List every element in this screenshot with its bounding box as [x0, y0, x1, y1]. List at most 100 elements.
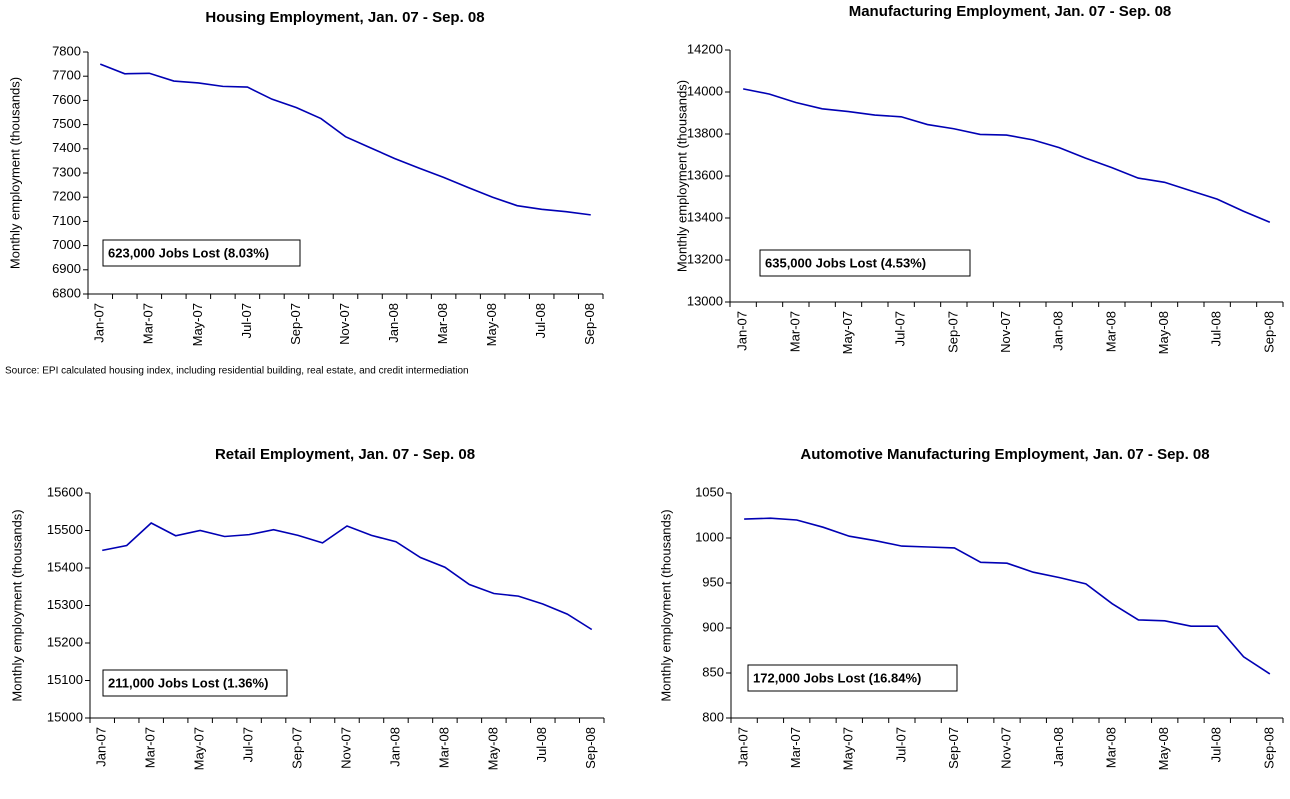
y-tick-label: 800: [702, 709, 724, 724]
chart-title: Retail Employment, Jan. 07 - Sep. 08: [215, 446, 475, 463]
annotation-box: [747, 664, 958, 692]
annotation: 211,000 Jobs Lost (1.36%): [108, 675, 268, 690]
x-tick-label: Jan-07: [92, 303, 107, 343]
y-tick-label: 15500: [47, 522, 83, 537]
chart: Retail Employment, Jan. 07 - Sep. 08 Mont…: [9, 446, 605, 770]
y-tick-label: 850: [702, 664, 724, 679]
x-tick-label: Sep-08: [583, 727, 598, 769]
x-tick-label: Jan-07: [94, 727, 109, 767]
x-tick-label: Jul-07: [893, 311, 908, 346]
chart: Automotive Manufacturing Employment, Jan…: [658, 446, 1284, 770]
x-tick-label: Jul-07: [241, 727, 256, 762]
y-tick-label: 1050: [695, 484, 724, 499]
data-line: [744, 517, 1271, 675]
x-tick-label: Jul-08: [1209, 727, 1224, 762]
data-line: [99, 63, 591, 216]
x-tick-label: May-07: [841, 727, 856, 770]
y-tick-label: 15100: [47, 672, 83, 687]
y-tick-label: 7100: [52, 213, 81, 228]
y-tick-label: 1000: [695, 529, 724, 544]
x-tick-label: Sep-07: [289, 727, 304, 769]
chart: Manufacturing Employment, Jan. 07 - Sep.…: [674, 3, 1284, 354]
x-tick-label: Jul-07: [239, 303, 254, 338]
x-tick-label: Mar-07: [788, 727, 803, 768]
y-axis-label: Monthly employment (thousands): [674, 80, 689, 272]
y-tick-label: 7200: [52, 189, 81, 204]
y-tick-label: 15200: [47, 634, 83, 649]
x-tick-label: Sep-08: [1261, 727, 1276, 769]
x-tick-label: May-07: [840, 311, 855, 354]
x-tick-label: Mar-07: [787, 311, 802, 352]
x-tick-label: Sep-07: [946, 727, 961, 769]
annotation: 635,000 Jobs Lost (4.53%): [765, 255, 926, 270]
x-tick-label: Sep-08: [1261, 311, 1276, 353]
chart-title: Manufacturing Employment, Jan. 07 - Sep.…: [849, 3, 1172, 20]
annotation: 623,000 Jobs Lost (8.03%): [108, 245, 269, 260]
x-tick-label: Jul-07: [893, 727, 908, 762]
y-axis-label: Monthly employment (thousands): [7, 77, 22, 269]
y-tick-label: 7800: [52, 43, 81, 58]
x-tick-label: Nov-07: [338, 727, 353, 769]
y-tick-label: 6800: [52, 285, 81, 300]
x-tick-label: Sep-07: [288, 303, 303, 345]
x-tick-label: Mar-08: [1104, 727, 1119, 768]
x-tick-label: Mar-07: [143, 727, 158, 768]
y-tick-label: 13400: [687, 209, 723, 224]
x-tick-label: Jan-07: [735, 311, 750, 351]
y-tick-label: 14200: [687, 41, 723, 56]
x-tick-label: May-07: [190, 303, 205, 346]
x-tick-label: Mar-08: [1103, 311, 1118, 352]
annotation-box: [102, 239, 301, 267]
x-tick-label: Jan-07: [736, 727, 751, 767]
x-tick-label: May-08: [484, 303, 499, 346]
data-line: [743, 88, 1271, 223]
x-tick-label: Mar-08: [436, 727, 451, 768]
y-tick-label: 15400: [47, 559, 83, 574]
chart-title: Housing Employment, Jan. 07 - Sep. 08: [205, 9, 484, 26]
y-tick-label: 7400: [52, 140, 81, 155]
y-tick-label: 7000: [52, 237, 81, 252]
x-tick-label: Sep-07: [945, 311, 960, 353]
x-tick-label: May-08: [485, 727, 500, 770]
y-tick-label: 950: [702, 574, 724, 589]
x-tick-label: Nov-07: [998, 311, 1013, 353]
x-tick-label: May-08: [1156, 311, 1171, 354]
annotation-box: [102, 669, 288, 697]
y-tick-label: 15300: [47, 597, 83, 612]
x-tick-label: Jul-08: [533, 303, 548, 338]
y-tick-label: 7600: [52, 92, 81, 107]
x-tick-label: May-07: [192, 727, 207, 770]
y-tick-label: 13200: [687, 251, 723, 266]
x-tick-label: Jul-08: [534, 727, 549, 762]
y-tick-label: 7500: [52, 116, 81, 131]
x-tick-label: May-08: [1156, 727, 1171, 770]
x-tick-label: Nov-07: [337, 303, 352, 345]
data-line: [102, 522, 593, 631]
x-tick-label: Nov-07: [998, 727, 1013, 769]
y-tick-label: 6900: [52, 261, 81, 276]
y-tick-label: 900: [702, 619, 724, 634]
y-axis-label: Monthly employment (thousands): [658, 509, 673, 701]
annotation: 172,000 Jobs Lost (16.84%): [753, 670, 921, 685]
y-tick-label: 13800: [687, 125, 723, 140]
y-tick-label: 7300: [52, 164, 81, 179]
chart-title: Automotive Manufacturing Employment, Jan…: [800, 446, 1209, 463]
x-tick-label: Jan-08: [1051, 727, 1066, 767]
x-tick-label: Jan-08: [386, 303, 401, 343]
y-tick-label: 13000: [687, 293, 723, 308]
x-tick-label: Mar-07: [141, 303, 156, 344]
y-tick-label: 13600: [687, 167, 723, 182]
x-tick-label: Mar-08: [435, 303, 450, 344]
y-tick-label: 15600: [47, 484, 83, 499]
y-tick-label: 7700: [52, 68, 81, 83]
source-note: Source: EPI calculated housing index, in…: [5, 366, 469, 377]
x-tick-label: Jan-08: [387, 727, 402, 767]
y-tick-label: 14000: [687, 83, 723, 98]
y-tick-label: 15000: [47, 709, 83, 724]
x-tick-label: Jan-08: [1051, 311, 1066, 351]
x-tick-label: Sep-08: [582, 303, 597, 345]
y-axis-label: Monthly employment (thousands): [9, 509, 24, 701]
x-tick-label: Jul-08: [1209, 311, 1224, 346]
chart: Housing Employment, Jan. 07 - Sep. 08 Mon…: [5, 9, 604, 377]
